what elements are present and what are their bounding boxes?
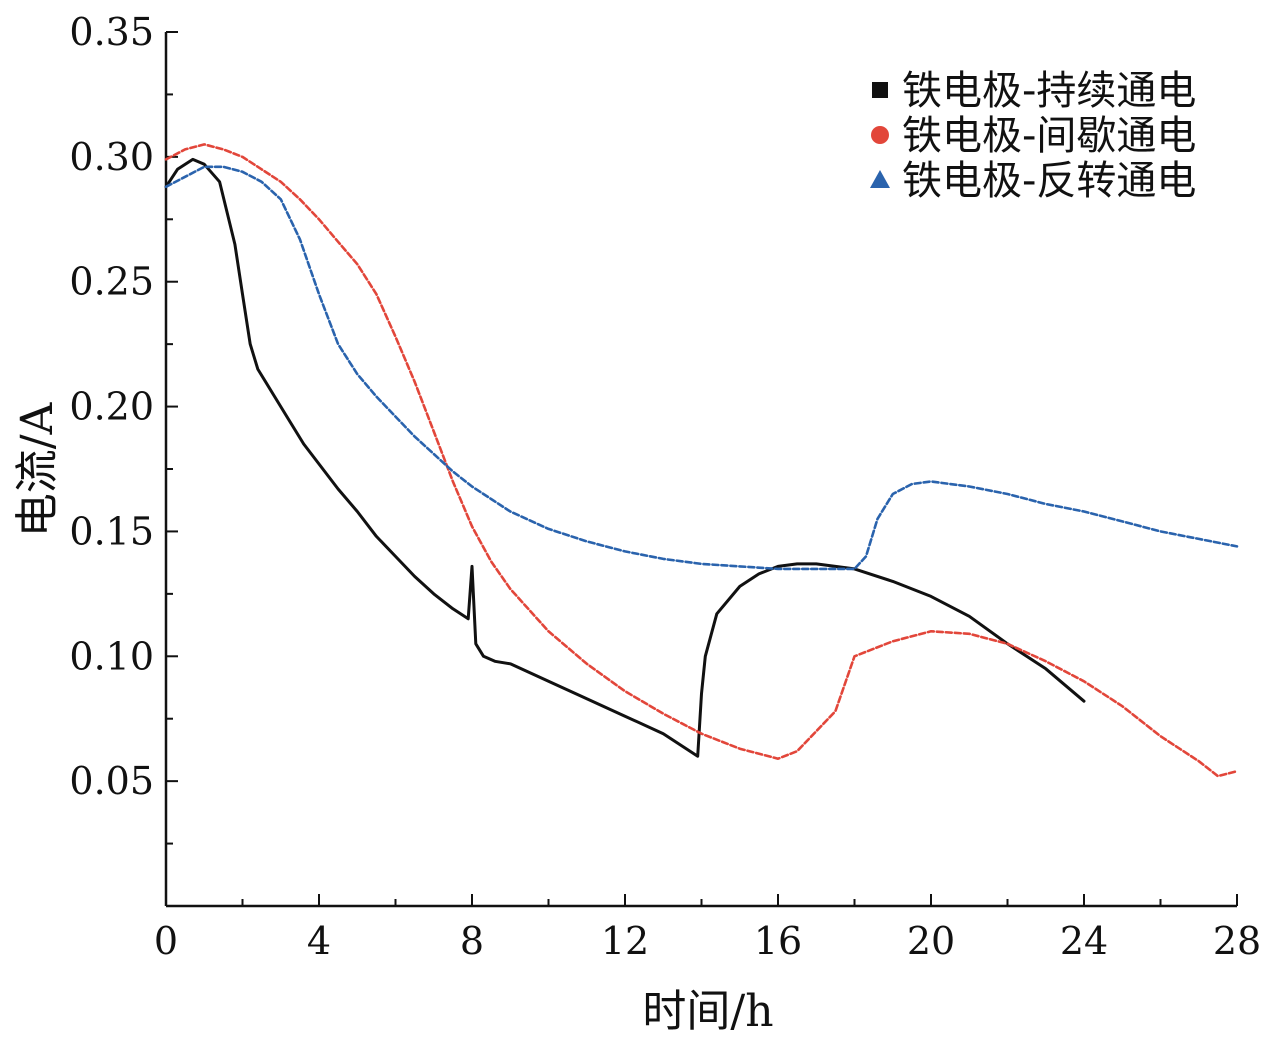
y-tick-label: 0.15 [69, 509, 154, 553]
legend-marker-square [872, 82, 888, 98]
x-tick-label: 16 [754, 919, 802, 963]
x-tick-label: 28 [1213, 919, 1261, 963]
series-line-1 [164, 157, 1086, 758]
x-tick-label: 24 [1060, 919, 1108, 963]
y-tick-label: 0.25 [69, 260, 154, 304]
y-tick-label: 0.30 [69, 135, 154, 179]
y-tick-label: 0.05 [69, 759, 154, 803]
x-tick-label: 8 [460, 919, 484, 963]
series-layer [164, 143, 1239, 778]
x-tick-label: 0 [154, 919, 178, 963]
y-tick-label: 0.35 [69, 10, 154, 54]
axes: 0 4 8 12 16 20 24 28 0.05 0.10 0.15 0.20 0.25 0.30 0.3… [69, 10, 1261, 963]
y-tick-label: 0.20 [69, 385, 154, 429]
x-tick-label: 12 [601, 919, 649, 963]
series-line-3 [164, 165, 1239, 571]
series-line-2 [164, 143, 1239, 778]
legend-label: 铁电极-反转通电 [902, 158, 1196, 204]
x-tick-label: 4 [307, 919, 331, 963]
y-axis-title: 电流/A [12, 401, 63, 537]
legend-marker-triangle [870, 170, 890, 188]
y-tick-label: 0.10 [69, 634, 154, 678]
x-tick-label: 20 [907, 919, 955, 963]
legend-label: 铁电极-间歇通电 [902, 113, 1196, 159]
legend-label: 铁电极-持续通电 [902, 68, 1196, 114]
x-axis-title: 时间/h [642, 986, 773, 1037]
legend-marker-circle [871, 126, 889, 144]
